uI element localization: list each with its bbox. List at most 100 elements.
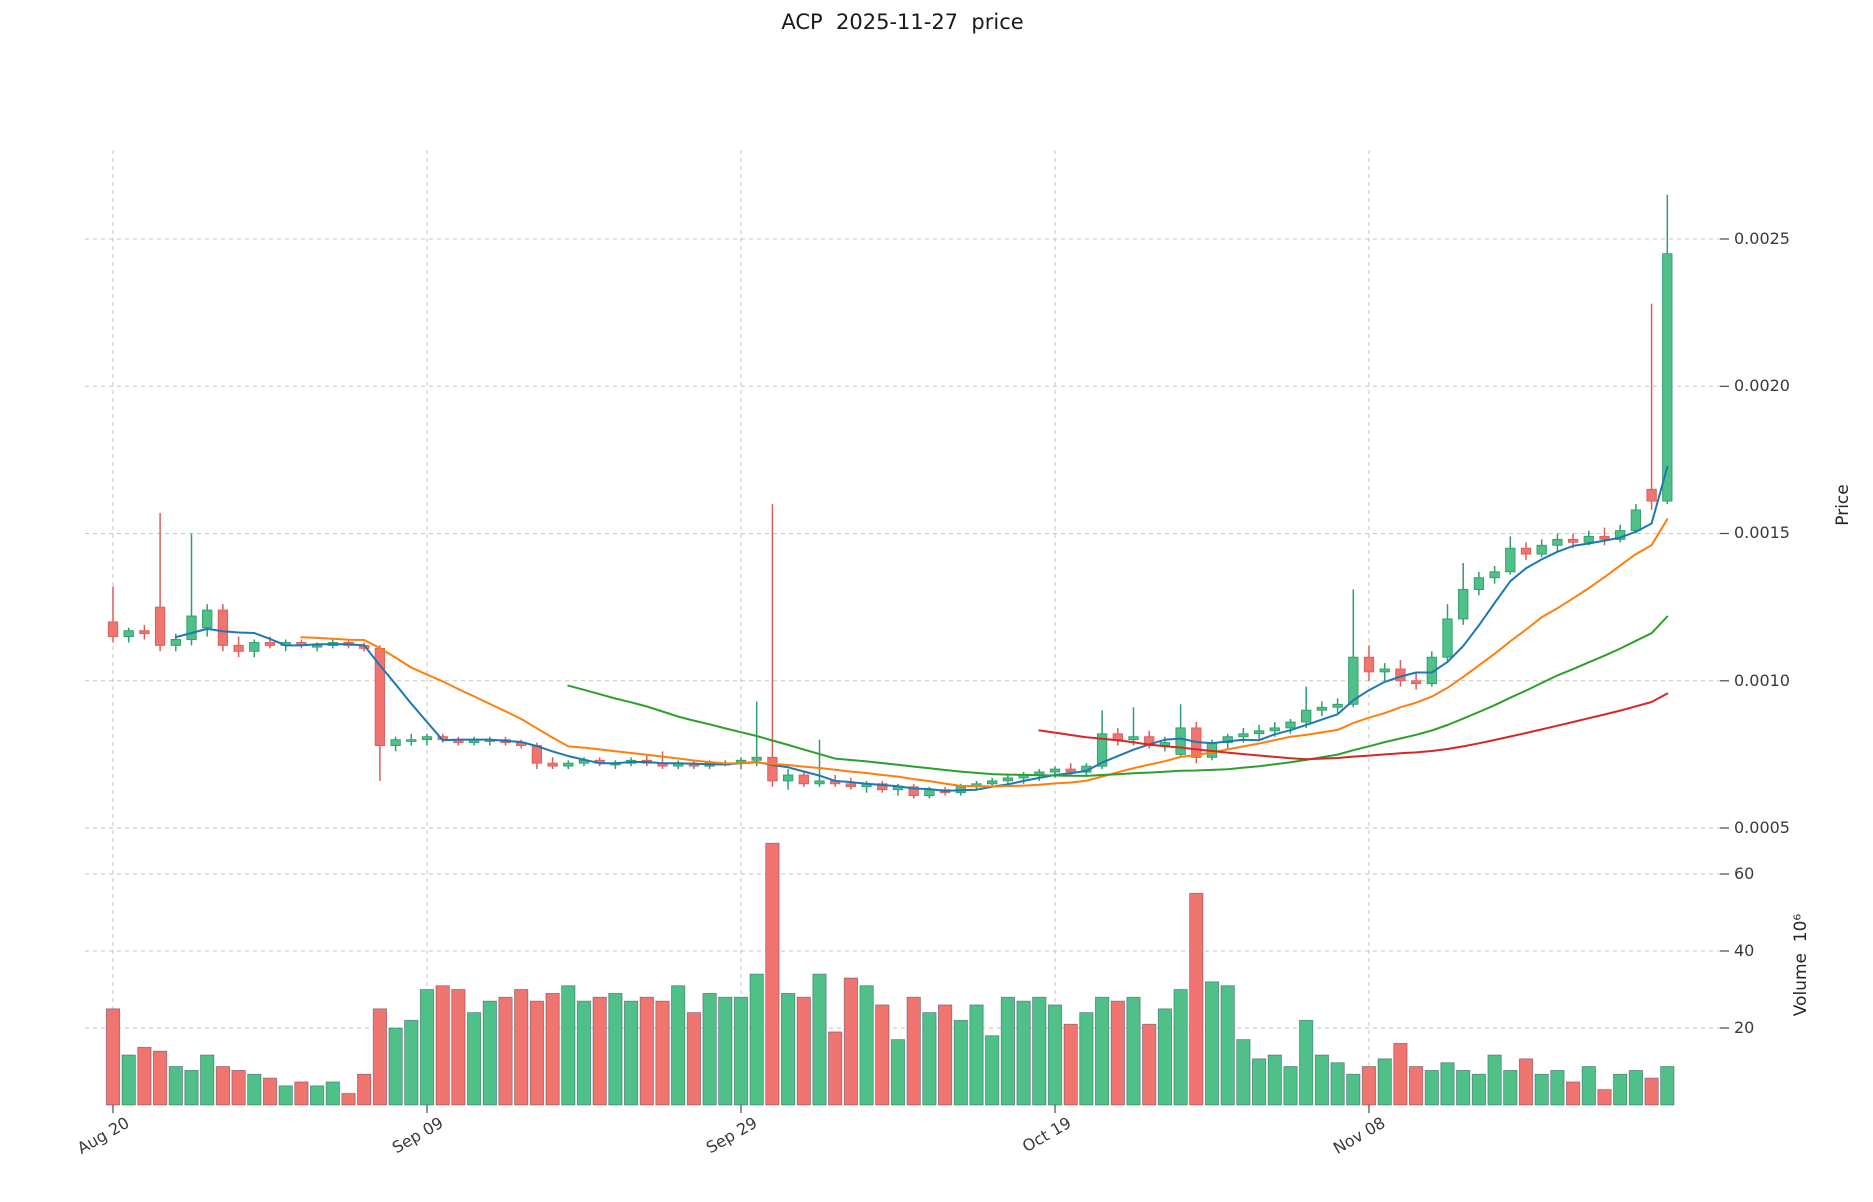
volume-bar	[1330, 1062, 1345, 1106]
volume-bar	[1299, 1019, 1314, 1106]
volume-bar	[1597, 1089, 1612, 1106]
volume-bar	[749, 973, 764, 1106]
volume-bar	[608, 993, 623, 1106]
volume-axis-label: Volume 10⁶	[1791, 913, 1811, 1017]
candle-body	[1175, 727, 1186, 755]
candle-body	[170, 639, 181, 646]
ma-line-5	[174, 465, 1669, 792]
candle-body	[390, 739, 401, 747]
volume-bar	[671, 985, 686, 1106]
candle-body	[1363, 656, 1375, 673]
volume-bar	[1518, 1058, 1534, 1106]
candle-body	[154, 606, 166, 646]
volume-bar	[200, 1054, 215, 1106]
volume-bar	[1613, 1073, 1628, 1106]
candle-body	[1552, 538, 1563, 546]
volume-bar	[1393, 1043, 1408, 1106]
volume-bar	[137, 1046, 152, 1106]
candle-body	[1285, 721, 1296, 729]
candle-body	[563, 762, 574, 767]
candle-body	[924, 789, 935, 797]
candle-body	[249, 642, 260, 652]
volume-tick-label: 60	[1734, 864, 1755, 883]
volume-bar	[702, 993, 717, 1106]
chart-title: ACP 2025-11-27 price	[781, 10, 1024, 34]
volume-bar	[168, 1066, 183, 1106]
candle-body	[107, 621, 119, 638]
volume-bar	[357, 1073, 372, 1106]
volume-bar	[482, 1000, 497, 1106]
candles	[107, 194, 1673, 799]
candle-body	[751, 756, 762, 761]
candle-body	[1112, 733, 1123, 741]
volume-bar	[938, 1004, 953, 1106]
candle-body	[406, 739, 417, 742]
price-tick-label: 0.0010	[1734, 671, 1790, 690]
candle-body	[311, 644, 323, 648]
volume-bar	[1267, 1054, 1282, 1106]
candle-body	[1536, 544, 1547, 555]
ma-lines	[174, 465, 1669, 792]
volume-bar	[262, 1077, 278, 1106]
volume-bar	[1204, 981, 1220, 1106]
candle-body	[1520, 547, 1532, 555]
volume-bar	[890, 1039, 906, 1106]
candle-body	[1442, 618, 1453, 658]
candle-body	[814, 780, 825, 785]
candle-body	[1222, 736, 1233, 744]
volume-bar	[1409, 1066, 1424, 1106]
volume-bar	[1550, 1070, 1565, 1106]
price-axis-label: Price	[1833, 484, 1853, 526]
candle-body	[1410, 680, 1422, 685]
volume-bar	[325, 1081, 340, 1106]
volume-bar	[498, 996, 513, 1106]
volume-bar	[1487, 1054, 1502, 1106]
volume-bar	[765, 842, 780, 1106]
volume-bar	[655, 1000, 670, 1106]
volume-bar	[828, 1031, 843, 1106]
volume-bar	[372, 1008, 388, 1106]
candle-body	[908, 786, 919, 797]
gridlines	[85, 150, 1729, 1113]
volume-bar	[545, 993, 560, 1106]
volume-bar	[953, 1019, 968, 1106]
volume-bar	[1142, 1023, 1157, 1106]
volume-bar	[184, 1070, 199, 1106]
volume-bar	[231, 1070, 246, 1106]
price-tick-label: 0.0015	[1734, 523, 1790, 542]
volume-bar	[985, 1035, 1000, 1106]
volume-bar	[1471, 1073, 1486, 1106]
volume-bar	[1424, 1070, 1439, 1106]
ma-line-60	[1038, 692, 1669, 761]
volume-bar	[1016, 1000, 1031, 1106]
volume-bar	[247, 1073, 262, 1106]
candle-body	[1002, 777, 1014, 782]
volume-bar	[278, 1085, 293, 1106]
candle-body	[845, 783, 857, 788]
volume-bar	[435, 985, 450, 1106]
volume-bar	[1566, 1081, 1581, 1106]
volume-bar	[419, 989, 435, 1106]
candle-body	[1662, 253, 1673, 502]
volume-bar	[1377, 1058, 1392, 1106]
candle-body	[1316, 706, 1328, 711]
price-tick-label: 0.0005	[1734, 818, 1790, 837]
candle-body	[1646, 488, 1657, 502]
volume-bar	[1157, 1008, 1172, 1106]
candle-body	[1253, 730, 1265, 735]
volume-bar	[294, 1081, 309, 1106]
candle-body	[767, 756, 778, 782]
candle-body	[1301, 709, 1312, 723]
volume-bar	[1220, 985, 1235, 1106]
volume-bar	[1252, 1058, 1267, 1106]
volume-bar	[451, 989, 466, 1106]
volume-bar	[1047, 1004, 1063, 1106]
volume-bar	[466, 1012, 482, 1106]
volume-bar	[639, 996, 654, 1106]
candle-body	[1458, 589, 1469, 620]
volume-bar	[922, 1012, 937, 1106]
volume-bar	[309, 1085, 325, 1106]
price-tick-label: 0.0025	[1734, 229, 1790, 248]
